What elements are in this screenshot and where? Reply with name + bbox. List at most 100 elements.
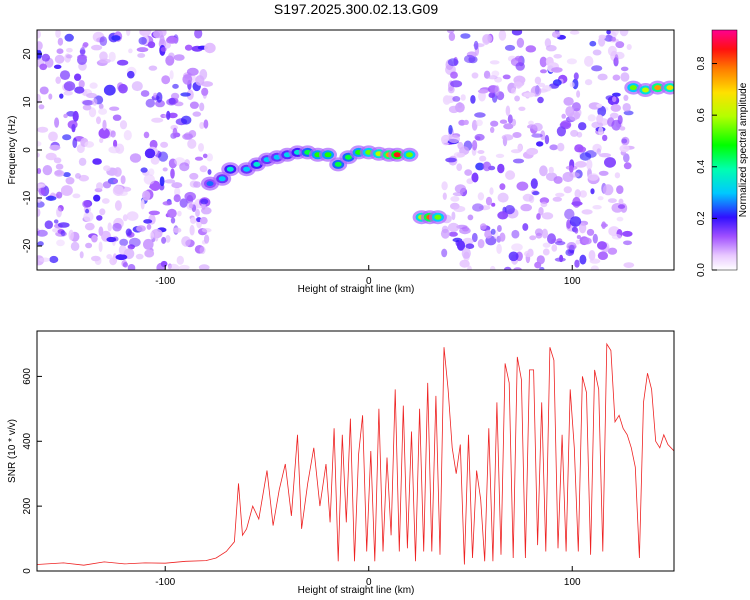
heatmap-noise-cell	[53, 64, 62, 70]
heatmap-noise-cell	[614, 54, 619, 65]
heatmap-noise-cell	[93, 194, 101, 202]
heatmap-noise-cell	[98, 241, 103, 253]
heatmap-noise-cell	[450, 196, 460, 202]
heatmap-noise-cell	[518, 106, 526, 112]
heatmap-signal-peak	[253, 161, 261, 167]
heatmap-noise-cell	[39, 63, 48, 71]
heatmap-noise-cell	[151, 117, 164, 123]
heatmap-noise-cell	[158, 151, 169, 162]
heatmap-noise-cell	[106, 236, 117, 243]
heatmap-noise-cell	[112, 222, 122, 232]
heatmap-noise-cell	[167, 208, 177, 218]
heatmap-noise-cell	[98, 108, 108, 115]
heatmap-noise-cell	[619, 126, 626, 131]
heatmap-noise-cell	[143, 174, 155, 185]
heatmap-noise-cell	[171, 92, 180, 100]
heatmap-noise-cell	[143, 238, 154, 250]
heatmap-noise-cell	[66, 47, 73, 53]
heatmap-noise-cell	[498, 30, 507, 41]
heatmap-noise-cell	[137, 53, 146, 58]
heatmap-noise-cell	[561, 113, 566, 119]
heatmap-noise-cell	[447, 86, 455, 94]
colorbar-tick-label: 0.8	[696, 56, 707, 70]
heatmap-noise-cell	[150, 156, 160, 165]
heatmap-noise-cell	[563, 186, 572, 194]
heatmap-noise-cell	[118, 83, 128, 94]
snr-y-tick-label: 600	[22, 368, 33, 385]
heatmap-noise-cell	[522, 193, 534, 202]
heatmap-noise-cell	[172, 83, 179, 89]
heatmap-noise-cell	[601, 221, 607, 229]
snr-x-ticks: -100 0 100	[155, 566, 581, 588]
heatmap-noise-cell	[587, 114, 596, 122]
heatmap-noise-cell	[578, 122, 587, 131]
heatmap-y-axis-label: Frequency (Hz)	[7, 116, 18, 185]
heatmap-noise-cell	[107, 222, 112, 232]
heatmap-noise-cell	[470, 95, 476, 104]
heatmap-noise-cell	[460, 33, 471, 39]
heatmap-noise-cell	[623, 240, 632, 246]
heatmap-noise-cell	[204, 42, 216, 54]
heatmap-noise-cell	[464, 169, 473, 176]
heatmap-noise-cell	[596, 148, 601, 155]
heatmap-noise-cell	[490, 228, 496, 235]
heatmap-noise-cell	[448, 231, 458, 237]
heatmap-noise-cell	[569, 172, 580, 178]
heatmap-noise-cell	[491, 202, 496, 207]
heatmap-noise-cell	[79, 251, 84, 259]
heatmap-noise-cell	[160, 47, 167, 52]
heatmap-noise-cell	[453, 205, 466, 213]
heatmap-noise-cell	[499, 183, 506, 191]
heatmap-noise-cell	[74, 86, 85, 94]
snr-y-ticks: 0 200 400 600	[22, 368, 42, 574]
heatmap-noise-cell	[536, 141, 544, 147]
heatmap-noise-cell	[128, 237, 141, 247]
heatmap-noise-cell	[617, 204, 626, 209]
heatmap-noise-cell	[473, 40, 479, 51]
heatmap-noise-cell	[114, 200, 122, 211]
heatmap-noise-cell	[162, 201, 173, 206]
heatmap-noise-cell	[523, 92, 536, 98]
heatmap-noise-cell	[110, 130, 116, 138]
heatmap-noise-cell	[199, 122, 205, 129]
heatmap-noise-cell	[168, 97, 176, 105]
heatmap-y-tick-label: -20	[22, 238, 33, 253]
heatmap-noise-cell	[619, 144, 630, 153]
heatmap-noise-cell	[103, 165, 111, 172]
heatmap-noise-cell	[464, 54, 476, 64]
heatmap-noise-cell	[440, 135, 449, 144]
heatmap-noise-cell	[106, 254, 113, 260]
heatmap-noise-cell	[465, 243, 475, 249]
heatmap-noise-cell	[38, 104, 45, 110]
colorbar-tick-label: 0.2	[696, 211, 707, 225]
heatmap-noise-cell	[569, 30, 580, 35]
heatmap-noise-cell	[162, 167, 168, 172]
heatmap-noise-cell	[96, 215, 103, 221]
heatmap-noise-cell	[537, 82, 546, 87]
heatmap-noise-cell	[607, 198, 617, 204]
heatmap-noise-cell	[113, 167, 122, 177]
heatmap-noise-cell	[123, 130, 132, 141]
heatmap-y-tick-label: 0	[22, 147, 33, 153]
heatmap-noise-cell	[54, 169, 65, 177]
heatmap-noise-cell	[539, 266, 545, 270]
heatmap-noise-cell	[85, 208, 90, 214]
heatmap-noise-cell	[189, 101, 199, 109]
heatmap-noise-cell	[575, 161, 587, 168]
heatmap-noise-cell	[611, 234, 622, 240]
heatmap-noise-cell	[82, 200, 91, 208]
heatmap-noise-cell	[194, 30, 203, 39]
snr-frame	[36, 330, 675, 572]
heatmap-noise-cell	[159, 176, 165, 187]
heatmap-noise-cell	[505, 105, 511, 116]
heatmap-noise-cell	[581, 209, 593, 215]
heatmap-noise-cell	[38, 257, 51, 263]
heatmap-noise-cell	[201, 81, 214, 87]
heatmap-noise-cell	[512, 158, 525, 164]
heatmap-noise-cell	[37, 41, 43, 51]
heatmap-noise-cell	[606, 30, 611, 35]
heatmap-noise-cell	[204, 234, 210, 244]
heatmap-noise-cell	[541, 212, 554, 220]
heatmap-noise-cell	[466, 178, 474, 185]
